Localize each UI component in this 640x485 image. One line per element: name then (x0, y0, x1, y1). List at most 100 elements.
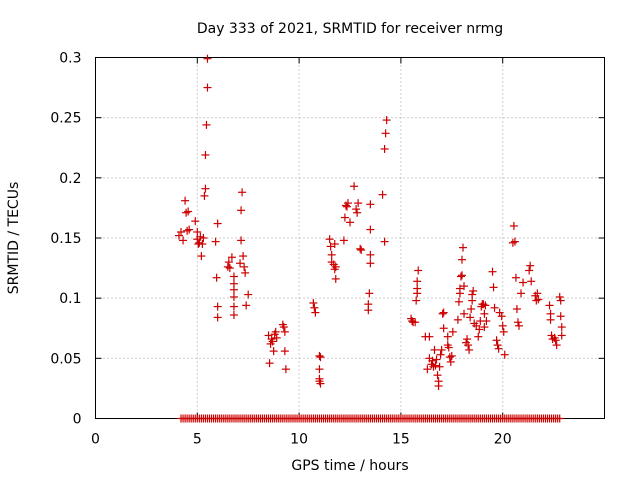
data-point (489, 283, 498, 292)
data-point (460, 309, 469, 318)
data-point (227, 253, 236, 262)
data-point (203, 83, 212, 92)
data-points (174, 54, 566, 423)
data-point (525, 266, 534, 275)
data-point (428, 356, 437, 365)
data-point (331, 274, 340, 283)
data-point (380, 237, 389, 246)
data-point (446, 357, 455, 366)
data-point (432, 355, 441, 364)
data-point (201, 184, 210, 193)
data-point (340, 213, 349, 222)
data-point (380, 144, 389, 153)
x-tick-label: 20 (494, 432, 512, 448)
data-point (364, 306, 373, 315)
data-point (513, 318, 522, 327)
data-point (517, 289, 526, 298)
data-point (311, 308, 320, 317)
data-point (239, 252, 248, 261)
data-point (467, 304, 476, 313)
data-point (365, 289, 374, 298)
data-point (242, 301, 251, 310)
data-point (223, 262, 232, 271)
data-point (272, 333, 281, 342)
data-point (213, 313, 222, 322)
data-point (225, 264, 234, 273)
data-point (527, 277, 536, 286)
data-point (213, 302, 222, 311)
data-point (244, 290, 253, 299)
data-point (413, 277, 422, 286)
data-point (366, 200, 375, 209)
data-point (431, 361, 440, 370)
data-point (366, 225, 375, 234)
data-point (533, 289, 542, 298)
data-point (269, 347, 278, 356)
data-point (468, 290, 477, 299)
data-point (350, 182, 359, 191)
y-tick-label: 0.15 (50, 231, 81, 247)
data-point (193, 227, 202, 236)
data-point (199, 234, 208, 242)
data-point (557, 323, 566, 332)
data-point (499, 327, 508, 336)
data-point (447, 351, 456, 360)
data-point (511, 273, 520, 282)
data-point (557, 331, 566, 340)
data-point (556, 296, 565, 305)
data-point (500, 350, 509, 359)
x-tick-label: 15 (392, 432, 410, 448)
data-point (352, 205, 361, 214)
data-point (455, 284, 464, 293)
data-point (551, 336, 560, 345)
data-point (519, 278, 528, 287)
y-tick-label: 0.2 (59, 171, 81, 187)
data-point (556, 312, 565, 321)
data-point (353, 208, 362, 217)
data-point (545, 301, 554, 310)
data-point (514, 321, 523, 330)
data-point (456, 272, 465, 281)
y-tick-label: 0.05 (50, 351, 81, 367)
x-tick-label: 10 (290, 432, 308, 448)
y-tick-label: 0 (73, 412, 82, 428)
data-point (433, 371, 442, 380)
data-point (423, 365, 432, 374)
data-point (366, 259, 375, 268)
data-point (457, 255, 466, 264)
data-point (310, 303, 319, 312)
data-point (179, 236, 188, 245)
data-point (279, 323, 288, 332)
data-point (546, 315, 555, 324)
data-point (457, 271, 466, 280)
data-point (435, 362, 444, 371)
data-point (331, 262, 340, 271)
data-point (183, 226, 192, 235)
data-point (378, 190, 387, 199)
data-point (271, 327, 280, 336)
data-point (237, 236, 246, 245)
data-point (229, 272, 238, 281)
data-point (366, 250, 375, 259)
data-point (280, 327, 289, 336)
data-point (315, 351, 324, 360)
data-point (474, 332, 483, 341)
data-point (414, 266, 423, 275)
axis-tick-labels: 0 5 10 15 20 0 0.05 0.1 0.15 0.2 0.25 0.3 (50, 51, 511, 448)
data-point (236, 259, 245, 268)
data-point (174, 231, 183, 240)
data-point (439, 308, 448, 317)
data-point (480, 309, 489, 318)
chart-title: Day 333 of 2021, SRMTID for receiver nrm… (197, 21, 503, 37)
data-point (498, 321, 507, 330)
data-point (532, 296, 541, 305)
data-point (445, 353, 454, 362)
data-point (330, 240, 339, 249)
data-point (444, 343, 453, 352)
data-point (200, 191, 209, 200)
data-point (343, 199, 352, 208)
data-point (460, 282, 469, 291)
data-point (552, 341, 561, 350)
data-point (342, 202, 351, 211)
